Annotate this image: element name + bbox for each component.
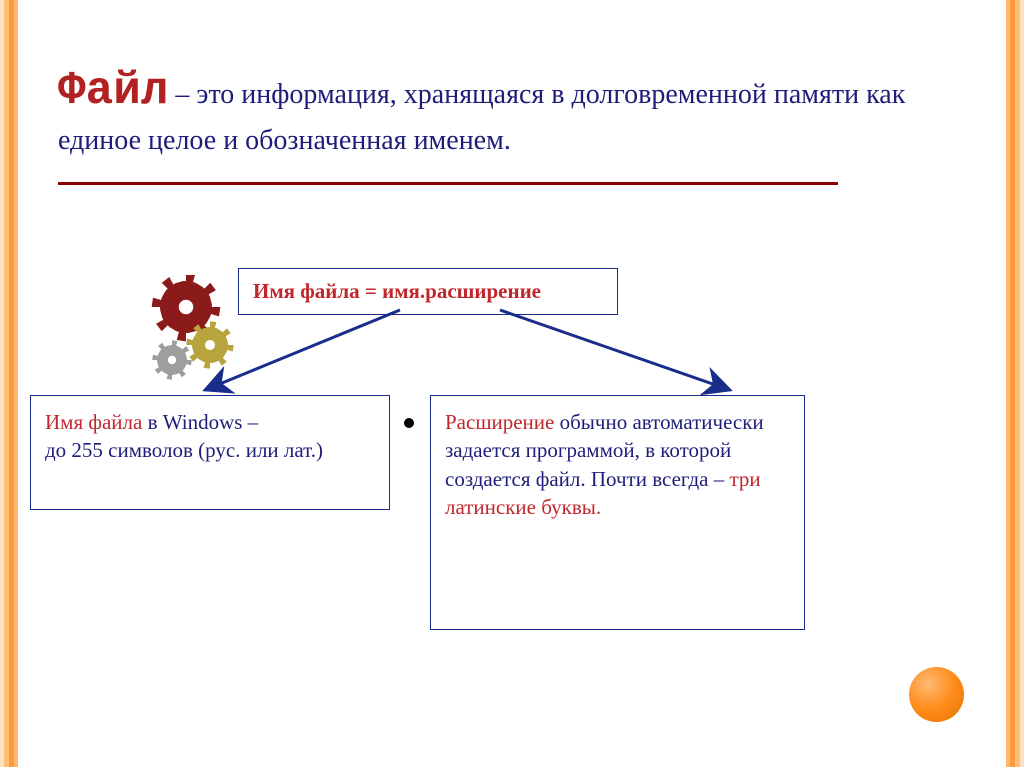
right-box: Расширение обычно автоматически задается… (430, 395, 805, 630)
gears-icon (138, 275, 238, 390)
left-box-hl: Имя файла (45, 410, 142, 434)
title-rest: – это информация, хранящаяся в долговрем… (58, 79, 905, 156)
title: Файл – это информация, хранящаяся в долг… (58, 60, 966, 160)
title-divider (58, 182, 838, 185)
title-keyword: Файл (58, 65, 168, 117)
left-box-t2: до 255 символов (рус. или лат.) (45, 438, 323, 462)
decor-ball (909, 667, 964, 722)
formula-box: Имя файла = имя.расширение (238, 268, 618, 315)
left-box-t1: в Windows – (142, 410, 258, 434)
decor-stripe-right (1006, 0, 1024, 767)
decor-stripe-left (0, 0, 18, 767)
right-box-hl1: Расширение (445, 410, 554, 434)
left-box: Имя файла в Windows – до 255 символов (р… (30, 395, 390, 510)
formula-text: Имя файла = имя.расширение (253, 279, 541, 303)
bullet-dot (404, 418, 414, 428)
